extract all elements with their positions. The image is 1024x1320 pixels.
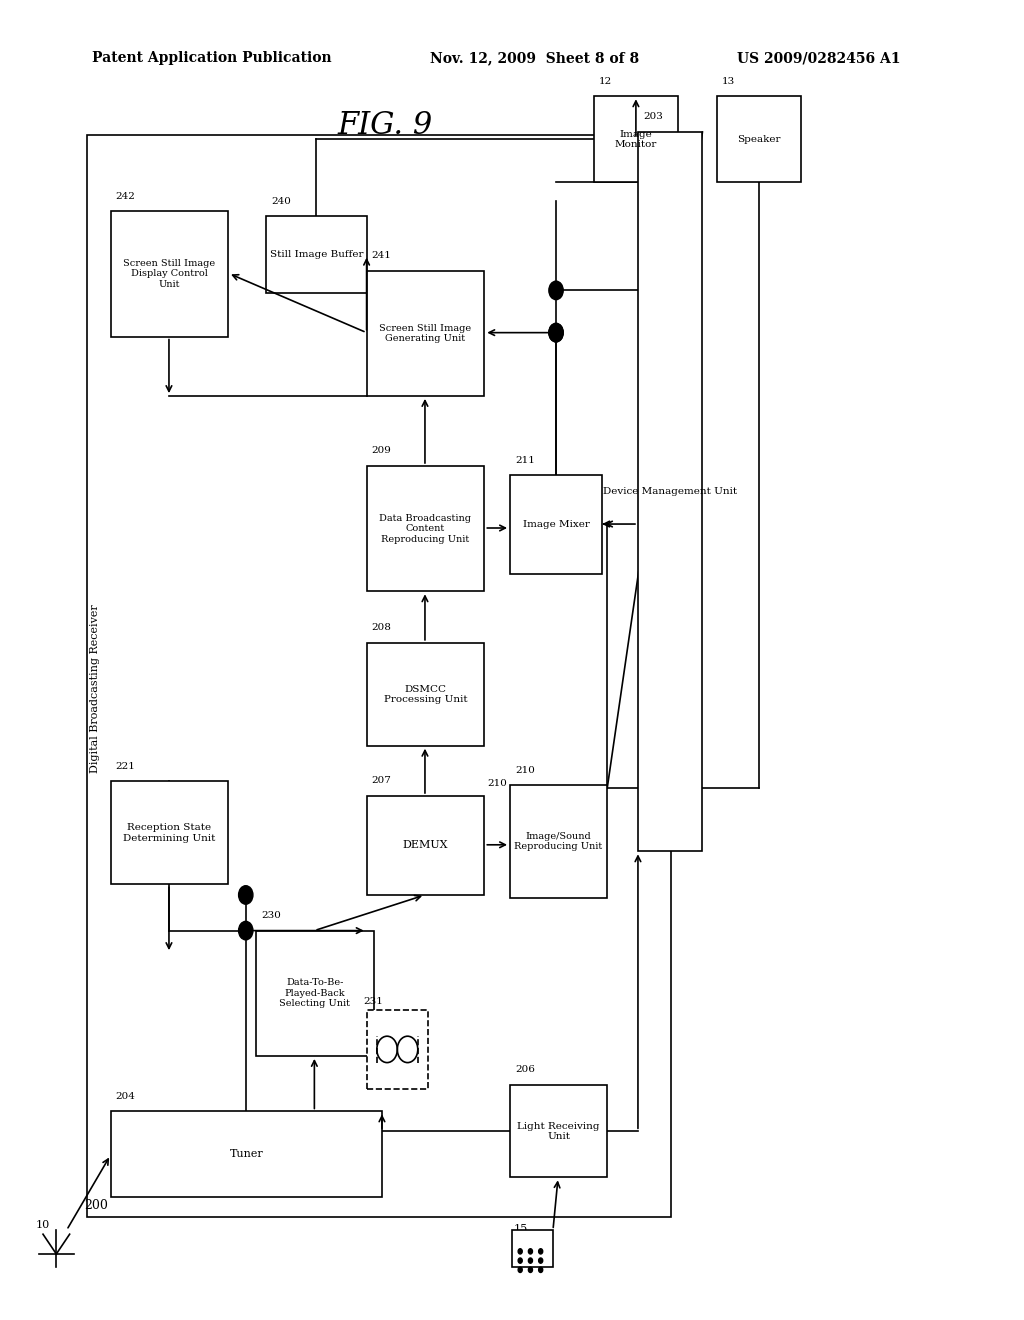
Text: DSMCC
Processing Unit: DSMCC Processing Unit [384, 685, 467, 704]
Bar [367, 271, 484, 396]
Text: 241: 241 [372, 251, 391, 260]
Bar [717, 96, 801, 182]
Text: 211: 211 [515, 455, 535, 465]
Bar [510, 475, 602, 574]
Bar [594, 96, 678, 182]
Text: 13: 13 [722, 77, 735, 86]
Text: FIG. 9: FIG. 9 [338, 110, 433, 141]
Text: 209: 209 [372, 446, 391, 455]
Text: Nov. 12, 2009  Sheet 8 of 8: Nov. 12, 2009 Sheet 8 of 8 [430, 51, 639, 65]
Text: DEMUX: DEMUX [402, 841, 449, 850]
Circle shape [549, 323, 563, 342]
Circle shape [518, 1258, 522, 1263]
Text: Tuner: Tuner [229, 1150, 263, 1159]
Circle shape [528, 1267, 532, 1272]
Text: 12: 12 [599, 77, 612, 86]
Text: 200: 200 [84, 1199, 108, 1212]
Text: Still Image Buffer: Still Image Buffer [269, 251, 364, 259]
Circle shape [539, 1267, 543, 1272]
Text: Patent Application Publication: Patent Application Publication [92, 51, 332, 65]
Circle shape [528, 1249, 532, 1254]
Text: Image/Sound
Reproducing Unit: Image/Sound Reproducing Unit [514, 832, 603, 851]
Bar [367, 466, 484, 591]
Text: 206: 206 [515, 1065, 535, 1074]
Text: 204: 204 [116, 1092, 135, 1101]
Bar [638, 132, 702, 851]
Text: 221: 221 [116, 762, 135, 771]
Circle shape [528, 1258, 532, 1263]
Bar [256, 931, 374, 1056]
Text: Speaker: Speaker [737, 135, 780, 144]
Text: Device Management Unit: Device Management Unit [603, 487, 737, 496]
Text: 208: 208 [372, 623, 391, 632]
Bar [367, 1010, 428, 1089]
Text: Screen Still Image
Display Control
Unit: Screen Still Image Display Control Unit [124, 259, 215, 289]
Circle shape [549, 323, 563, 342]
Bar [266, 216, 367, 293]
Text: Light Receiving
Unit: Light Receiving Unit [517, 1122, 600, 1140]
Text: 242: 242 [116, 191, 135, 201]
Text: Digital Broadcasting Receiver: Digital Broadcasting Receiver [90, 605, 100, 774]
Text: 203: 203 [643, 112, 663, 121]
Text: 15: 15 [514, 1224, 528, 1234]
Bar [367, 796, 484, 895]
Bar [87, 135, 671, 1217]
Circle shape [239, 886, 253, 904]
Circle shape [518, 1267, 522, 1272]
Text: 210: 210 [515, 766, 535, 775]
Text: 230: 230 [261, 911, 281, 920]
Bar [367, 643, 484, 746]
Bar [111, 781, 228, 884]
Bar [510, 785, 607, 898]
Text: 10: 10 [36, 1220, 50, 1230]
Text: Screen Still Image
Generating Unit: Screen Still Image Generating Unit [380, 323, 471, 343]
Text: Data-To-Be-
Played-Back
Selecting Unit: Data-To-Be- Played-Back Selecting Unit [280, 978, 350, 1008]
Bar [510, 1085, 607, 1177]
Bar [111, 211, 228, 337]
Circle shape [539, 1258, 543, 1263]
Text: Image
Monitor: Image Monitor [614, 129, 657, 149]
Text: Image Mixer: Image Mixer [522, 520, 590, 529]
Circle shape [518, 1249, 522, 1254]
Text: Data Broadcasting
Content
Reproducing Unit: Data Broadcasting Content Reproducing Un… [380, 513, 471, 544]
Circle shape [239, 921, 253, 940]
Text: Reception State
Determining Unit: Reception State Determining Unit [123, 824, 216, 842]
Bar [111, 1111, 382, 1197]
Text: 207: 207 [372, 776, 391, 785]
Text: 210: 210 [487, 779, 507, 788]
Text: 231: 231 [364, 997, 383, 1006]
Text: 240: 240 [271, 197, 291, 206]
Circle shape [549, 281, 563, 300]
Text: US 2009/0282456 A1: US 2009/0282456 A1 [737, 51, 901, 65]
Circle shape [539, 1249, 543, 1254]
Bar [512, 1230, 553, 1267]
